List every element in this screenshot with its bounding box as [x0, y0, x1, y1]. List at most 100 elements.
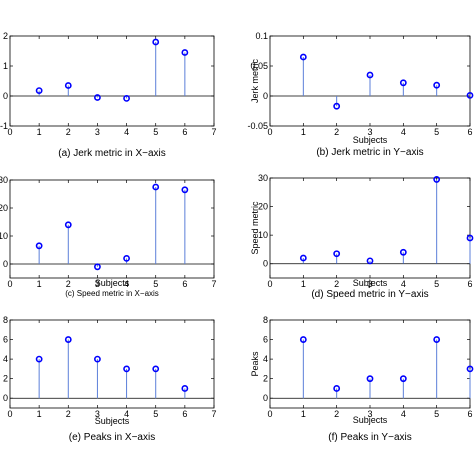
x-tick-label: 6 [182, 279, 187, 289]
y-tick-label: 0 [3, 91, 8, 101]
x-tick-label: 3 [367, 279, 372, 289]
subplot-caption: (b) Jerk metric in Y−axis [316, 147, 423, 158]
x-tick-label: 4 [124, 279, 129, 289]
stem-marker [64, 336, 72, 343]
y-tick-label: 0 [263, 259, 268, 269]
x-tick-label: 1 [37, 127, 42, 137]
plot-frame [9, 179, 215, 279]
y-tick-label: 2 [263, 374, 268, 384]
y-tick-label: 6 [3, 335, 8, 345]
y-tick-label: 0 [3, 393, 8, 403]
y-tick-label: 10 [0, 231, 8, 241]
x-tick-label: 3 [95, 409, 100, 419]
x-tick-label: 3 [367, 409, 372, 419]
x-tick-label: 3 [367, 127, 372, 137]
stem-marker [433, 336, 441, 343]
stem-marker [399, 79, 407, 87]
y-tick-label: 4 [3, 354, 8, 364]
subplot-e: 0 1 2 3 4 5 6 7 0 2 4 6 8 Subjects (e) Peaks in X−axis [3, 315, 217, 443]
stem-marker [152, 183, 160, 191]
x-tick-label: 7 [211, 409, 216, 419]
stem-marker [35, 355, 43, 363]
stem-marker [399, 375, 407, 383]
x-tick-label: 5 [434, 409, 439, 419]
y-tick-label: 0 [263, 91, 268, 101]
y-tick-label: 4 [263, 354, 268, 364]
x-tick-label: 6 [182, 409, 187, 419]
y-axis-label: Jerk metric [250, 59, 260, 104]
x-tick-label: 4 [401, 127, 406, 137]
x-tick-label: 1 [37, 279, 42, 289]
x-tick-label: 5 [434, 127, 439, 137]
x-tick-label: 1 [301, 127, 306, 137]
plot-frame [9, 35, 215, 127]
x-tick-label: 0 [7, 279, 12, 289]
stem-marker [399, 248, 407, 256]
stem-marker [35, 242, 43, 250]
y-tick-label: 1 [3, 61, 8, 71]
y-tick-label: 8 [3, 315, 8, 325]
x-tick-label: 3 [95, 279, 100, 289]
x-tick-label: 0 [267, 127, 272, 137]
x-tick-label: 7 [211, 279, 216, 289]
stem-marker [181, 49, 189, 56]
x-tick-label: 4 [401, 279, 406, 289]
x-tick-label: 2 [334, 127, 339, 137]
stem-marker [94, 355, 101, 363]
stem-marker [94, 94, 101, 101]
x-tick-label: 6 [467, 279, 472, 289]
x-tick-label: 4 [124, 127, 129, 137]
x-tick-label: 5 [153, 279, 158, 289]
stem-marker [433, 176, 441, 183]
y-axis-label: Speed metric [250, 201, 260, 255]
stem-marker [333, 250, 341, 258]
plot-frame [9, 319, 215, 409]
x-tick-label: 0 [267, 409, 272, 419]
x-tick-label: 5 [153, 409, 158, 419]
subplot-caption: (a) Jerk metric in X−axis [58, 148, 166, 159]
stem-marker [64, 221, 72, 229]
y-tick-label: 30 [258, 173, 268, 183]
subplot-caption: (f) Peaks in Y−axis [328, 432, 411, 443]
stem-marker [123, 95, 130, 102]
stem-marker [123, 365, 130, 373]
y-tick-label: 8 [263, 315, 268, 325]
stem-marker [466, 234, 474, 242]
stem-marker [466, 365, 474, 373]
x-tick-label: 0 [267, 279, 272, 289]
y-tick-label: 30 [0, 175, 8, 185]
stem-marker [299, 53, 307, 61]
y-axis-label: Peaks [250, 351, 260, 377]
x-tick-label: 0 [7, 127, 12, 137]
x-axis-label: Subjects [353, 278, 388, 288]
subplot-caption: (c) Speed metric in X−axis [65, 289, 159, 298]
stem-marker [299, 254, 307, 262]
y-tick-label: 2 [3, 374, 8, 384]
x-tick-label: 5 [434, 279, 439, 289]
subplot-caption: (e) Peaks in X−axis [69, 432, 155, 443]
stem-marker [181, 385, 189, 392]
x-tick-label: 0 [7, 409, 12, 419]
x-tick-label: 1 [301, 409, 306, 419]
stem-marker [299, 336, 307, 343]
y-tick-label: 0 [263, 393, 268, 403]
stem-marker [366, 71, 374, 79]
stem-marker [366, 257, 374, 265]
y-tick-label: 20 [0, 203, 8, 213]
x-axis-label: Subjects [95, 416, 130, 426]
x-axis-label: Subjects [353, 135, 388, 145]
y-tick-label: -1 [0, 121, 8, 131]
subplot-d: 0 1 2 3 4 5 6 0 10 20 30 Subjects Speed metric (d) Sp… [250, 173, 474, 300]
x-tick-label: 2 [66, 127, 71, 137]
y-tick-label: -0.05 [247, 121, 268, 131]
x-tick-label: 5 [153, 127, 158, 137]
stem-marker [433, 81, 441, 89]
x-tick-label: 4 [124, 409, 129, 419]
y-tick-label: 2 [3, 31, 8, 41]
y-tick-label: 0 [3, 259, 8, 269]
x-tick-label: 6 [467, 127, 472, 137]
x-tick-label: 2 [334, 279, 339, 289]
